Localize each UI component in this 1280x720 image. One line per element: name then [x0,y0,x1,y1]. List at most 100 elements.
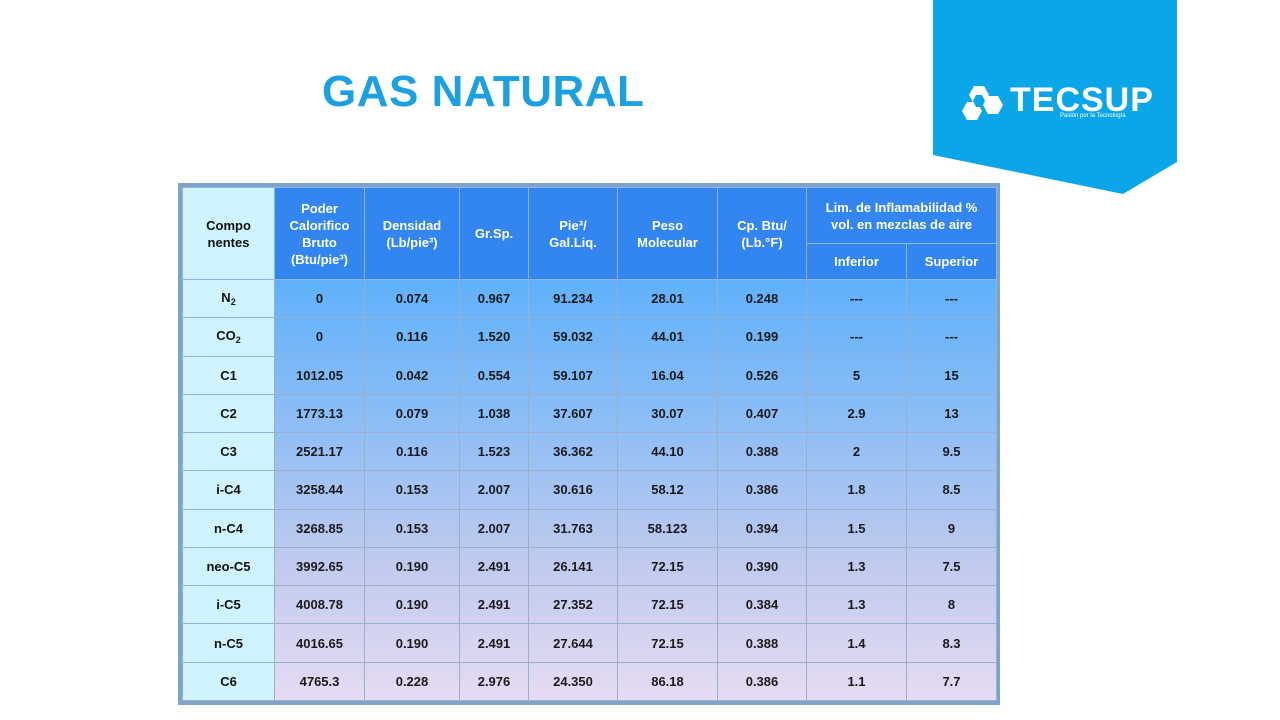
gas-properties-table: Compo nentes Poder Calorifico Bruto (Btu… [182,187,997,702]
cell-inferior: 2.9 [806,393,907,434]
header-pie3-galliq: Pie³/ Gal.Liq. [528,187,618,280]
cell-componente: i-C4 [182,470,275,510]
cell-superior: 8 [906,585,997,625]
header-cp: Cp. Btu/ (Lb.°F) [717,187,807,280]
componente-formula: n-C5 [214,635,243,651]
header-grsp-label: Gr.Sp. [474,226,514,241]
table-row: C3 2521.17 0.116 1.523 36.362 44.10 0.388 2 9.5 [182,432,997,472]
cell-peso-molecular: 28.01 [617,278,718,319]
cell-cp: 0.407 [717,393,807,434]
cell-peso-molecular: 58.123 [617,508,718,548]
cell-peso-molecular: 44.10 [617,432,718,472]
componente-formula: i-C5 [216,597,241,613]
cell-inferior: 1.3 [806,546,907,587]
cell-inferior: 1.8 [806,470,907,510]
cell-inferior: --- [806,278,907,319]
cell-inferior: --- [806,317,907,357]
cell-poder-calorifico: 0 [274,278,365,319]
header-densidad-label: Densidad (Lb/pie³) [382,217,442,250]
cell-densidad: 0.116 [364,317,460,357]
table-row: CO2 0 0.116 1.520 59.032 44.01 0.199 --- --- [182,317,997,357]
table-row: i-C4 3258.44 0.153 2.007 30.616 58.12 0.386 1.8… [182,470,997,510]
cell-peso-molecular: 86.18 [617,661,718,702]
cell-componente: n-C4 [182,508,275,548]
cell-grsp: 1.520 [459,317,529,357]
cell-peso-molecular: 72.15 [617,546,718,587]
cell-inferior: 1.3 [806,585,907,625]
cell-componente: n-C5 [182,623,275,663]
table-row: C2 1773.13 0.079 1.038 37.607 30.07 0.407 2.9 13 [182,393,997,434]
cell-densidad: 0.042 [364,355,460,395]
table-row: N2 0 0.074 0.967 91.234 28.01 0.248 --- --- [182,278,997,319]
cell-superior: 8.5 [906,470,997,510]
cell-cp: 0.388 [717,432,807,472]
cell-superior: 13 [906,393,997,434]
cell-densidad: 0.228 [364,661,460,702]
componente-subscript: 2 [235,335,241,346]
cell-cp: 0.384 [717,585,807,625]
cell-grsp: 1.523 [459,432,529,472]
cell-cp: 0.526 [717,355,807,395]
tecsup-logo-icon [962,86,1003,120]
cell-pie3-galliq: 59.032 [528,317,618,357]
table-row: C1 1012.05 0.042 0.554 59.107 16.04 0.526 5 15 [182,355,997,395]
tecsup-logo-tagline: Pasión por la Tecnología [1060,113,1126,119]
cell-inferior: 1.1 [806,661,907,702]
componente-subscript: 2 [230,297,236,308]
cell-superior: 7.5 [906,546,997,587]
header-superior: Superior [906,243,997,280]
cell-poder-calorifico: 0 [274,317,365,357]
componente-formula: n-C4 [214,520,243,536]
componente-formula: CO [216,328,236,344]
cell-cp: 0.390 [717,546,807,587]
header-lim-inflamabilidad-label: Lim. de Inflamabilidad % vol. en mezclas… [825,199,978,232]
cell-inferior: 2 [806,432,907,472]
cell-grsp: 2.976 [459,661,529,702]
header-peso-molecular: Peso Molecular [617,187,718,280]
cell-inferior: 1.4 [806,623,907,663]
cell-inferior: 1.5 [806,508,907,548]
tecsup-logo: TECSUP Pasión por la Tecnología [962,80,1153,124]
header-pie3-galliq-label: Pie³/ Gal.Liq. [549,217,597,250]
header-componentes-label: Compo nentes [206,217,251,250]
cell-componente: neo-C5 [182,546,275,587]
componente-formula: N [221,290,231,306]
cell-poder-calorifico: 4765.3 [274,661,365,702]
cell-superior: 9.5 [906,432,997,472]
table-row: i-C5 4008.78 0.190 2.491 27.352 72.15 0.384 1.3… [182,585,997,625]
cell-componente: C6 [182,661,275,702]
cell-cp: 0.248 [717,278,807,319]
table-row: C6 4765.3 0.228 2.976 24.350 86.18 0.386 1.1 7.7 [182,661,997,702]
cell-peso-molecular: 30.07 [617,393,718,434]
table-row: n-C4 3268.85 0.153 2.007 31.763 58.123 0.394 1.… [182,508,997,548]
cell-grsp: 2.007 [459,508,529,548]
cell-cp: 0.386 [717,661,807,702]
cell-peso-molecular: 44.01 [617,317,718,357]
cell-pie3-galliq: 36.362 [528,432,618,472]
componente-formula: neo-C5 [206,558,251,574]
cell-superior: --- [906,317,997,357]
cell-peso-molecular: 72.15 [617,623,718,663]
cell-grsp: 0.554 [459,355,529,395]
cell-grsp: 0.967 [459,278,529,319]
cell-grsp: 1.038 [459,393,529,434]
cell-densidad: 0.190 [364,623,460,663]
cell-poder-calorifico: 1012.05 [274,355,365,395]
cell-pie3-galliq: 26.141 [528,546,618,587]
table-row: n-C5 4016.65 0.190 2.491 27.644 72.15 0.388 1.4… [182,623,997,663]
cell-cp: 0.199 [717,317,807,357]
cell-pie3-galliq: 91.234 [528,278,618,319]
cell-densidad: 0.190 [364,585,460,625]
cell-cp: 0.394 [717,508,807,548]
cell-densidad: 0.153 [364,470,460,510]
cell-cp: 0.388 [717,623,807,663]
header-componentes: Compo nentes [182,187,275,280]
cell-pie3-galliq: 24.350 [528,661,618,702]
cell-superior: --- [906,278,997,319]
page-title: GAS NATURAL [322,67,645,116]
cell-componente: CO2 [182,317,275,357]
cell-pie3-galliq: 27.352 [528,585,618,625]
header-inferior: Inferior [806,243,907,280]
cell-pie3-galliq: 37.607 [528,393,618,434]
header-grsp: Gr.Sp. [459,187,529,280]
